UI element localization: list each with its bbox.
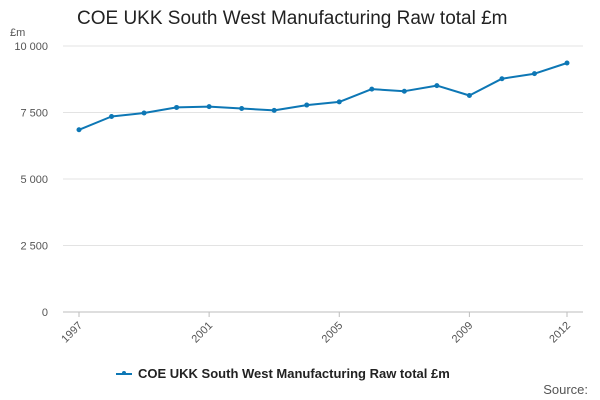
y-tick-label: 0 xyxy=(42,307,48,319)
data-point[interactable] xyxy=(271,107,277,113)
series-layer xyxy=(76,60,570,133)
y-axis-ticks: 0 2 500 5 000 7 500 10 000 xyxy=(14,41,48,319)
x-tick-label: 2001 xyxy=(189,320,215,346)
data-point[interactable] xyxy=(336,99,342,105)
data-point[interactable] xyxy=(401,88,407,94)
data-point[interactable] xyxy=(206,104,212,110)
data-point[interactable] xyxy=(76,127,82,133)
x-tick-label: 2005 xyxy=(320,320,346,346)
data-point[interactable] xyxy=(564,60,570,66)
data-point[interactable] xyxy=(369,86,375,92)
data-point[interactable] xyxy=(141,110,147,116)
data-point[interactable] xyxy=(434,83,440,89)
data-point[interactable] xyxy=(466,92,472,98)
legend[interactable]: COE UKK South West Manufacturing Raw tot… xyxy=(116,366,450,381)
y-tick-label: 2 500 xyxy=(20,241,48,253)
data-point[interactable] xyxy=(499,76,505,82)
y-axis-unit-label: £m xyxy=(10,27,25,39)
source-label: Source: xyxy=(543,382,588,397)
x-tick-label: 1997 xyxy=(59,320,85,346)
legend-swatch xyxy=(116,370,132,375)
data-point[interactable] xyxy=(239,106,245,112)
y-tick-label: 5 000 xyxy=(20,174,48,186)
series-line xyxy=(78,62,568,131)
y-tick-label: 7 500 xyxy=(20,108,48,120)
data-point[interactable] xyxy=(174,104,180,110)
data-point[interactable] xyxy=(531,71,537,77)
chart-title: COE UKK South West Manufacturing Raw tot… xyxy=(77,8,508,29)
data-point[interactable] xyxy=(109,113,115,119)
y-tick-label: 10 000 xyxy=(14,41,48,53)
gridlines xyxy=(63,45,583,313)
x-tick-label: 2012 xyxy=(547,320,573,346)
x-tick-label: 2009 xyxy=(450,320,476,346)
x-axis-ticks: 1997 2001 2005 2009 2012 xyxy=(59,312,573,345)
legend-label: COE UKK South West Manufacturing Raw tot… xyxy=(138,366,450,381)
data-point[interactable] xyxy=(304,102,310,108)
